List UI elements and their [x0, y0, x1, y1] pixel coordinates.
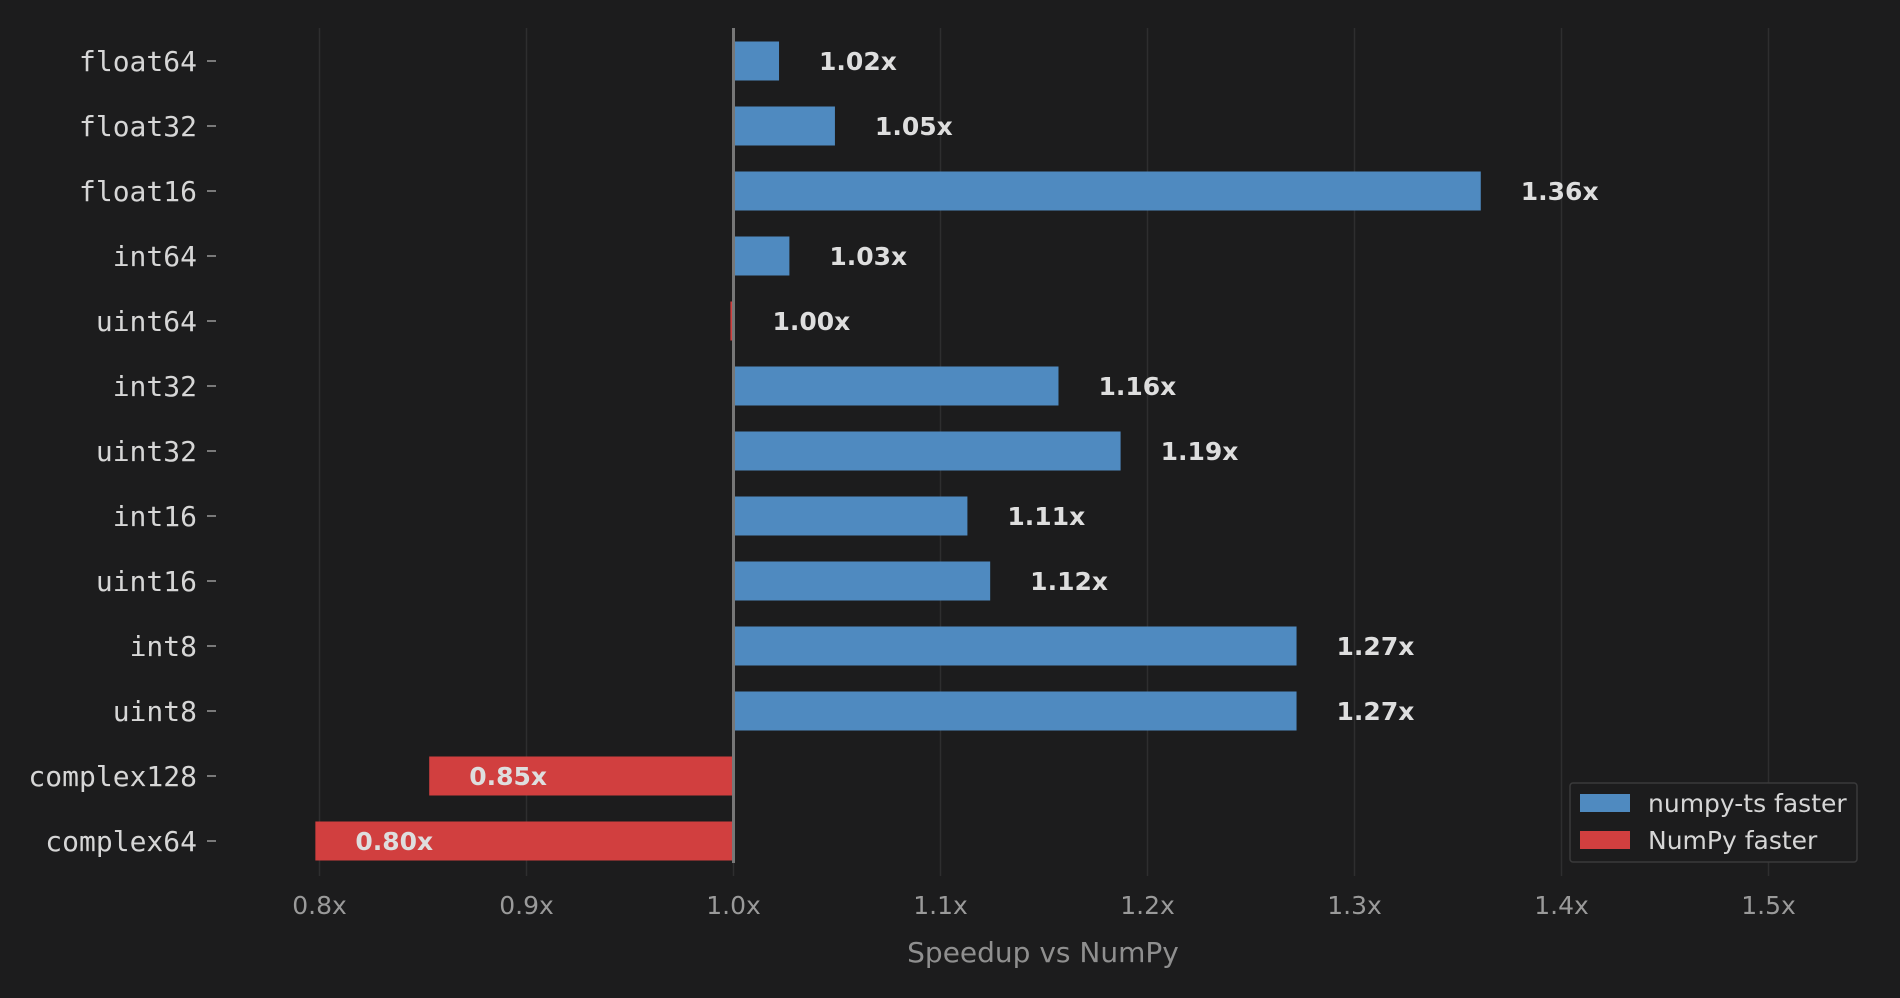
bar-value-label-int16: 1.11x [1007, 502, 1085, 531]
bar-uint32 [734, 432, 1121, 471]
x-tick-label: 1.2x [1120, 891, 1175, 920]
x-tick-label: 1.4x [1534, 891, 1589, 920]
bar-int16 [734, 497, 968, 536]
category-label-uint8: uint8 [113, 695, 197, 728]
bar-int8 [734, 627, 1297, 666]
bar-value-label-int64: 1.03x [829, 242, 907, 271]
bar-value-label-float64: 1.02x [819, 47, 897, 76]
bar-float64 [734, 42, 780, 81]
x-axis-title: Speedup vs NumPy [907, 936, 1179, 969]
bar-value-label-uint8: 1.27x [1337, 697, 1415, 726]
x-tick-label: 1.0x [706, 891, 761, 920]
x-tick-label: 0.8x [292, 891, 347, 920]
bar-value-label-int32: 1.16x [1098, 372, 1176, 401]
category-label-complex64: complex64 [45, 825, 197, 858]
x-axis-ticks: 0.8x 0.9x 1.0x 1.1x 1.2x 1.3x 1.4x 1.5x [292, 891, 1796, 920]
category-label-uint32: uint32 [96, 435, 197, 468]
bar-int64 [734, 237, 790, 276]
bar-value-label-int8: 1.27x [1337, 632, 1415, 661]
bar-value-label-uint32: 1.19x [1161, 437, 1239, 466]
bar-value-label-float32: 1.05x [875, 112, 953, 141]
legend-label: numpy-ts faster [1648, 789, 1847, 818]
category-label-int8: int8 [130, 630, 197, 663]
x-tick-label: 1.1x [913, 891, 968, 920]
category-label-int64: int64 [113, 240, 197, 273]
category-label-int32: int32 [113, 370, 197, 403]
bar-int32 [734, 367, 1059, 406]
category-label-float32: float32 [79, 110, 197, 143]
x-tick-label: 1.5x [1741, 891, 1796, 920]
legend-swatch [1580, 831, 1630, 849]
x-tick-label: 0.9x [499, 891, 554, 920]
bar-float16 [734, 172, 1481, 211]
legend-label: NumPy faster [1648, 826, 1818, 855]
bar-value-label-float16: 1.36x [1521, 177, 1599, 206]
category-label-int16: int16 [113, 500, 197, 533]
bar-uint16 [734, 562, 991, 601]
bar-value-label-complex128: 0.85x [469, 762, 547, 791]
category-label-float64: float64 [79, 45, 197, 78]
bar-value-label-uint64: 1.00x [773, 307, 851, 336]
category-label-complex128: complex128 [28, 760, 197, 793]
legend: numpy-ts faster NumPy faster [1570, 783, 1857, 862]
category-label-uint16: uint16 [96, 565, 197, 598]
bar-value-label-complex64: 0.80x [355, 827, 433, 856]
bar-uint8 [734, 692, 1297, 731]
category-label-float16: float16 [79, 175, 197, 208]
bar-value-label-uint16: 1.12x [1030, 567, 1108, 596]
bars [315, 42, 1480, 861]
category-labels: float64 float32 float16 int64 uint64 int32 uin… [28, 45, 216, 858]
legend-swatch [1580, 794, 1630, 812]
bar-float32 [734, 107, 835, 146]
x-tick-label: 1.3x [1327, 891, 1382, 920]
category-label-uint64: uint64 [96, 305, 197, 338]
